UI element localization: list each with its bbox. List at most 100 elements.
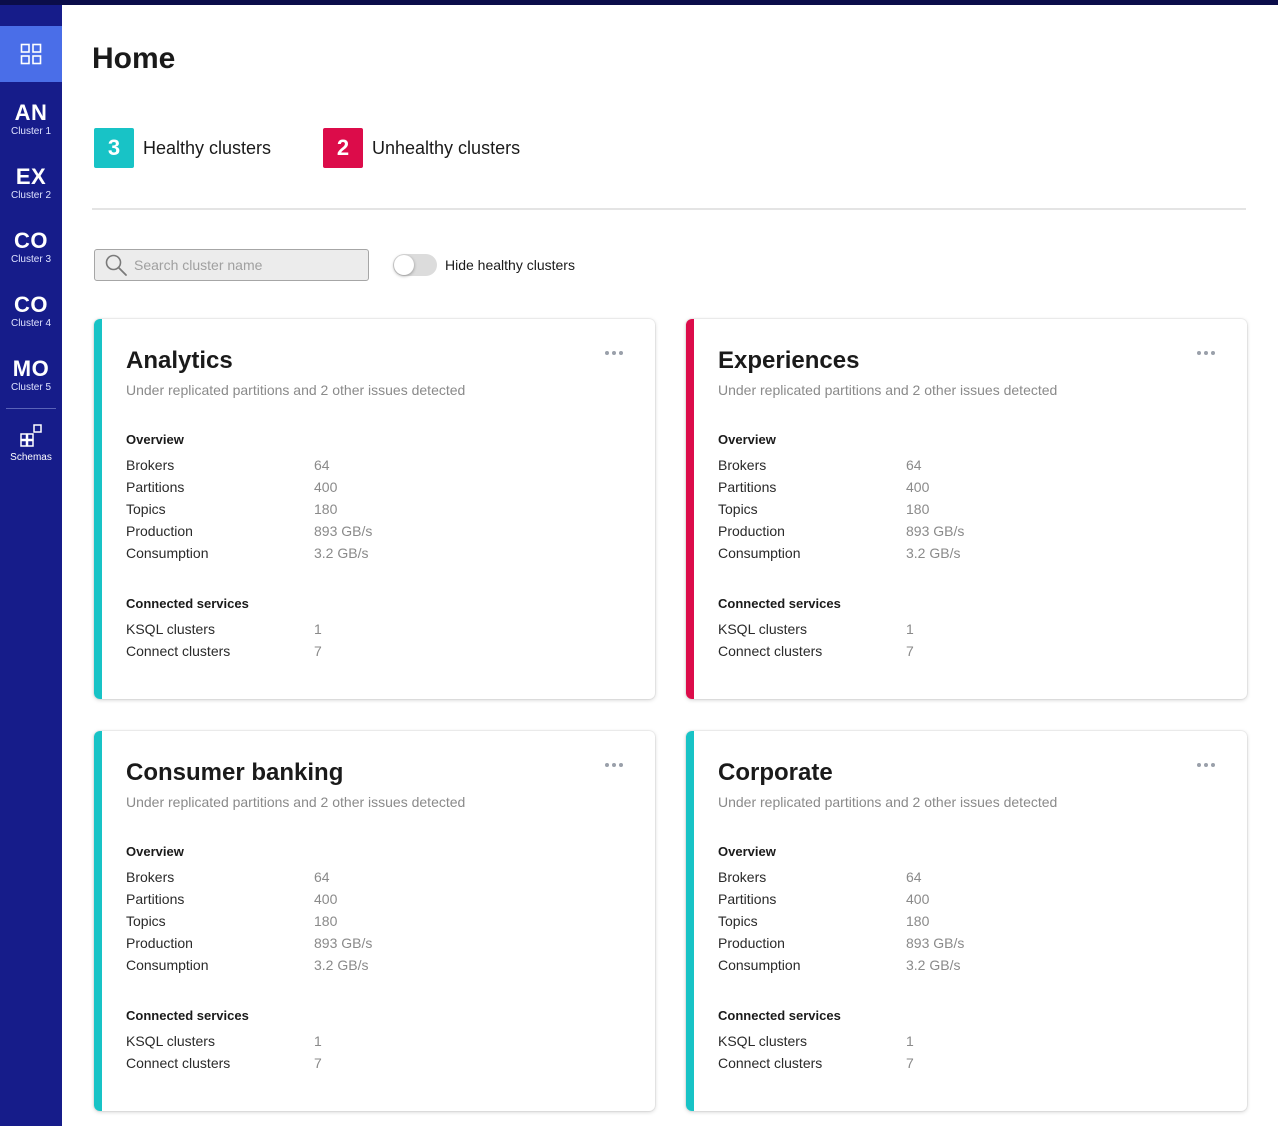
- row-label: Connect clusters: [126, 643, 231, 659]
- schemas-icon: [20, 424, 42, 447]
- row-value: 64: [314, 869, 330, 885]
- status-accent: [94, 319, 102, 699]
- row-value: 7: [906, 1055, 914, 1071]
- hide-healthy-label: Hide healthy clusters: [445, 257, 575, 273]
- sidebar-item-abbr: CO: [14, 228, 48, 253]
- overview-heading: Overview: [126, 844, 184, 859]
- row-label: Consumption: [126, 957, 209, 973]
- row-value: 893 GB/s: [314, 935, 373, 951]
- sidebar-item-abbr: AN: [14, 100, 48, 125]
- sidebar-divider: [6, 408, 56, 409]
- row-value: 3.2 GB/s: [906, 957, 961, 973]
- row-value: 400: [314, 479, 338, 495]
- sidebar-item-label: Cluster 3: [10, 254, 51, 265]
- row-value: 3.2 GB/s: [906, 545, 961, 561]
- sidebar: AN Cluster 1 EX Cluster 2 CO Cluster 3 C…: [0, 5, 62, 1126]
- divider: [92, 208, 1246, 210]
- overview-row: Production 893 GB/s: [718, 935, 1118, 957]
- row-value: 3.2 GB/s: [314, 545, 369, 561]
- connected-services-heading: Connected services: [718, 1008, 841, 1023]
- overview-row: Brokers 64: [718, 457, 1118, 479]
- hide-healthy-toggle[interactable]: [393, 254, 437, 276]
- more-options-icon[interactable]: [605, 345, 623, 361]
- overview-row: Partitions 400: [126, 891, 526, 913]
- connected-row: Connect clusters 7: [718, 643, 1118, 665]
- overview-row: Partitions 400: [718, 891, 1118, 913]
- cluster-issues: Under replicated partitions and 2 other …: [718, 382, 1058, 398]
- row-label: Partitions: [718, 479, 777, 495]
- sidebar-item-label: Cluster 4: [10, 318, 51, 329]
- row-label: Production: [718, 935, 785, 951]
- sidebar-item-cluster-4[interactable]: CO Cluster 4: [0, 284, 62, 340]
- more-options-icon[interactable]: [1197, 757, 1215, 773]
- sidebar-item-label: Cluster 1: [10, 126, 51, 137]
- row-value: 7: [906, 643, 914, 659]
- overview-row: Topics 180: [718, 501, 1118, 523]
- overview-row: Production 893 GB/s: [126, 935, 526, 957]
- row-value: 180: [906, 501, 930, 517]
- sidebar-item-label: Cluster 2: [10, 190, 51, 201]
- row-value: 893 GB/s: [906, 935, 965, 951]
- row-value: 64: [314, 457, 330, 473]
- unhealthy-clusters-stat[interactable]: 2 Unhealthy clusters: [323, 128, 520, 168]
- row-value: 1: [906, 1033, 914, 1049]
- overview-row: Consumption 3.2 GB/s: [126, 957, 526, 979]
- sidebar-item-cluster-1[interactable]: AN Cluster 1: [0, 92, 62, 148]
- connected-services-heading: Connected services: [126, 1008, 249, 1023]
- connected-row: Connect clusters 7: [126, 643, 526, 665]
- sidebar-item-label: Cluster 5: [10, 382, 51, 393]
- row-label: KSQL clusters: [126, 621, 215, 637]
- sidebar-item-cluster-5[interactable]: MO Cluster 5: [0, 348, 62, 404]
- row-label: Partitions: [126, 891, 185, 907]
- overview-row: Brokers 64: [718, 869, 1118, 891]
- healthy-clusters-stat[interactable]: 3 Healthy clusters: [94, 128, 271, 168]
- unhealthy-count-badge: 2: [323, 128, 363, 168]
- row-label: Brokers: [126, 869, 175, 885]
- sidebar-item-abbr: MO: [12, 356, 50, 381]
- search-input[interactable]: [134, 251, 354, 279]
- row-value: 7: [314, 643, 322, 659]
- sidebar-item-label: Schemas: [10, 452, 52, 463]
- row-label: Consumption: [718, 957, 801, 973]
- overview-heading: Overview: [718, 844, 776, 859]
- row-value: 64: [906, 457, 922, 473]
- overview-row: Topics 180: [126, 913, 526, 935]
- row-value: 400: [906, 479, 930, 495]
- overview-row: Partitions 400: [126, 479, 526, 501]
- row-label: Brokers: [718, 869, 767, 885]
- more-options-icon[interactable]: [605, 757, 623, 773]
- overview-row: Brokers 64: [126, 457, 526, 479]
- row-label: Consumption: [126, 545, 209, 561]
- toggle-knob: [394, 255, 414, 275]
- sidebar-item-cluster-2[interactable]: EX Cluster 2: [0, 156, 62, 212]
- more-options-icon[interactable]: [1197, 345, 1215, 361]
- row-value: 893 GB/s: [906, 523, 965, 539]
- row-value: 400: [906, 891, 930, 907]
- overview-row: Production 893 GB/s: [126, 523, 526, 545]
- connected-row: KSQL clusters 1: [718, 621, 1118, 643]
- cluster-card[interactable]: Corporate Under replicated partitions an…: [686, 731, 1247, 1111]
- row-label: Consumption: [718, 545, 801, 561]
- overview-heading: Overview: [126, 432, 184, 447]
- row-label: Brokers: [126, 457, 175, 473]
- sidebar-item-schemas[interactable]: Schemas: [0, 423, 62, 471]
- cluster-card[interactable]: Consumer banking Under replicated partit…: [94, 731, 655, 1111]
- overview-heading: Overview: [718, 432, 776, 447]
- row-value: 1: [314, 621, 322, 637]
- row-label: Topics: [718, 913, 758, 929]
- row-value: 1: [906, 621, 914, 637]
- sidebar-home-button[interactable]: [0, 26, 62, 82]
- connected-row: KSQL clusters 1: [718, 1033, 1118, 1055]
- sidebar-item-cluster-3[interactable]: CO Cluster 3: [0, 220, 62, 276]
- cluster-card[interactable]: Analytics Under replicated partitions an…: [94, 319, 655, 699]
- row-label: Partitions: [718, 891, 777, 907]
- cluster-card[interactable]: Experiences Under replicated partitions …: [686, 319, 1247, 699]
- cluster-issues: Under replicated partitions and 2 other …: [126, 382, 466, 398]
- row-label: Topics: [126, 501, 166, 517]
- connected-row: KSQL clusters 1: [126, 621, 526, 643]
- cluster-issues: Under replicated partitions and 2 other …: [126, 794, 466, 810]
- connected-services-heading: Connected services: [126, 596, 249, 611]
- row-label: Partitions: [126, 479, 185, 495]
- search-box[interactable]: [94, 249, 369, 281]
- row-value: 893 GB/s: [314, 523, 373, 539]
